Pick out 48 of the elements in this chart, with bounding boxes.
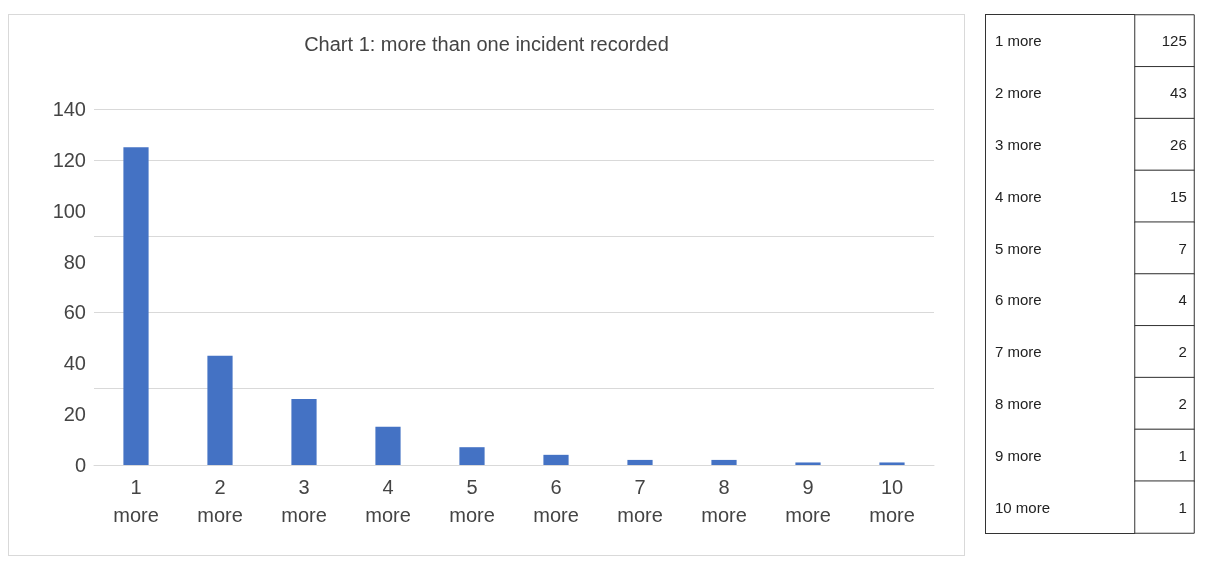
y-tick-label: 6 more — [995, 291, 1042, 309]
bar — [543, 454, 569, 465]
bar — [795, 462, 821, 465]
data-label: 4 — [1178, 291, 1187, 309]
x-tick-label: 6 more — [533, 476, 579, 526]
bar — [711, 459, 737, 465]
data-label: 7 — [1178, 239, 1187, 257]
bar — [459, 447, 485, 465]
y-tick-label: 2 more — [995, 84, 1042, 102]
data-label: 15 — [1170, 187, 1187, 205]
y-tick-label: 100 — [52, 199, 86, 222]
bar — [291, 398, 317, 465]
y-tick-label: 40 — [63, 352, 86, 375]
bar — [879, 462, 905, 465]
y-tick-label: 7 more — [995, 343, 1042, 361]
y-tick-label: 60 — [63, 301, 86, 324]
bar — [627, 459, 653, 465]
x-tick-label: 9 more — [785, 476, 831, 526]
y-tick-label: 4 more — [995, 187, 1042, 205]
y-tick-label: 3 more — [995, 136, 1042, 153]
y-tick-label: 0 — [74, 454, 86, 476]
x-tick-label: 8 more — [701, 476, 747, 526]
bar — [375, 426, 401, 465]
data-label: 1 — [1178, 498, 1187, 516]
chart-title: Chart 1: more than one incident recorded — [304, 33, 669, 55]
x-tick-label: 5 more — [449, 476, 495, 526]
data-label: 2 — [1178, 343, 1187, 361]
data-label: 26 — [1170, 136, 1187, 153]
y-tick-label: 120 — [52, 148, 86, 171]
x-tick-label: 10 more — [869, 476, 915, 526]
y-tick-label: 1 more — [995, 32, 1042, 50]
data-label: 2 — [1178, 395, 1187, 412]
x-tick-label: 4 more — [365, 476, 411, 526]
y-tick-label: 5 more — [995, 239, 1042, 257]
x-tick-label: 1 more — [113, 476, 159, 526]
y-tick-label: 80 — [63, 250, 86, 273]
y-tick-label: 140 — [52, 98, 86, 120]
data-label: 125 — [1161, 32, 1187, 50]
x-tick-label: 2 more — [197, 476, 243, 526]
y-tick-label: 20 — [63, 403, 86, 426]
y-tick-label: 8 more — [995, 395, 1042, 412]
x-tick-label: 3 more — [281, 476, 327, 526]
bar — [207, 355, 233, 465]
data-label: 1 — [1178, 446, 1187, 464]
y-tick-label: 9 more — [995, 446, 1042, 464]
bar — [123, 147, 149, 465]
data-label: 43 — [1170, 84, 1187, 102]
x-tick-label: 7 more — [617, 476, 663, 526]
